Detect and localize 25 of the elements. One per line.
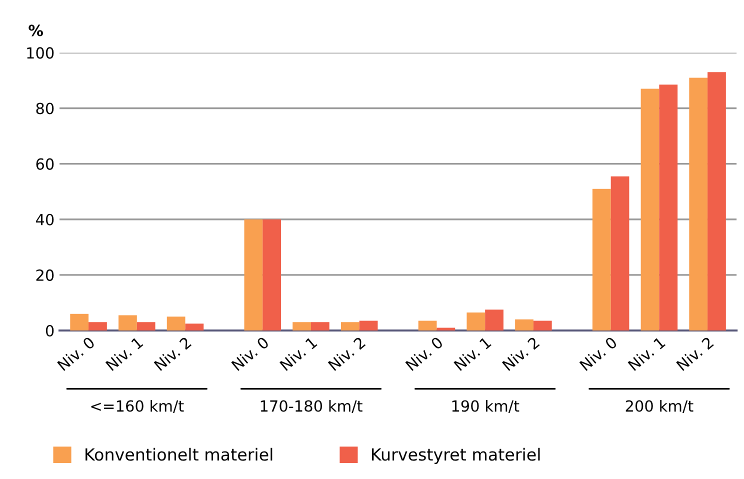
legend-label: Kurvestyret materiel bbox=[372, 448, 540, 464]
text: 190 km/t bbox=[452, 400, 520, 413]
text: 170-180 km/t bbox=[260, 400, 362, 413]
x-tick-label: Niv. 1 bbox=[105, 336, 144, 371]
x-tick-label: Niv. 1 bbox=[627, 336, 666, 371]
y-axis-title: % bbox=[28, 24, 43, 36]
legend-label: Konventionelt materiel bbox=[86, 448, 272, 461]
y-tick-label: 40 bbox=[36, 214, 54, 226]
x-tick-label: Niv. 2 bbox=[502, 336, 540, 371]
x-tick-label: Niv. 2 bbox=[676, 336, 714, 371]
x-tick-label: Niv. 0 bbox=[579, 336, 618, 372]
x-tick-label: Niv. 2 bbox=[328, 336, 366, 371]
x-tick-label: Niv. 0 bbox=[404, 336, 444, 372]
x-tick-label: Niv. 1 bbox=[279, 336, 318, 371]
x-tick-label: Niv. 0 bbox=[56, 336, 96, 372]
y-tick-label: 60 bbox=[36, 158, 54, 170]
y-tick-label: 20 bbox=[36, 269, 54, 281]
x-tick-label: Niv. 1 bbox=[453, 336, 492, 371]
text: 200 km/t bbox=[626, 400, 694, 413]
text: <=160 km/t bbox=[91, 400, 184, 413]
y-tick-label: 80 bbox=[36, 102, 54, 114]
y-tick-label: 100 bbox=[27, 47, 54, 59]
x-tick-label: Niv. 0 bbox=[230, 336, 270, 372]
x-tick-label: Niv. 2 bbox=[153, 336, 192, 371]
y-tick-label: 0 bbox=[46, 324, 54, 337]
